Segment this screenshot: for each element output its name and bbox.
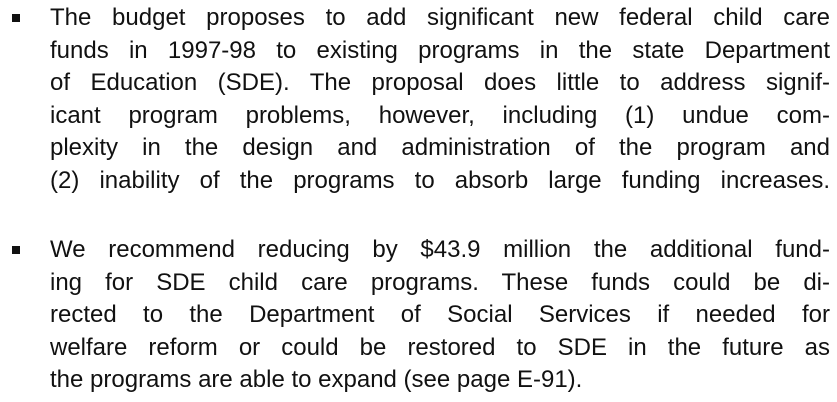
bullet-marker xyxy=(12,246,20,255)
text-line: plexity in the design and administration… xyxy=(50,134,830,161)
text-line: the programs are able to expand (see pag… xyxy=(50,366,583,393)
text-line: The budget proposes to add significant n… xyxy=(50,4,830,31)
bullet-marker xyxy=(12,14,20,23)
text-line: (2) inability of the programs to absorb … xyxy=(50,166,830,194)
text-line: icant program problems, however, includi… xyxy=(50,101,830,129)
text-line: welfare reform or could be restored to S… xyxy=(50,333,830,361)
text-line: We recommend reducing by $43.9 million t… xyxy=(50,236,830,263)
text-line: funds in 1997-98 to existing programs in… xyxy=(50,36,830,64)
text-line: of Education (SDE). The proposal does li… xyxy=(50,69,830,96)
text-line: rected to the Department of Social Servi… xyxy=(50,301,830,328)
text-line: ing for SDE child care programs. These f… xyxy=(50,268,830,296)
